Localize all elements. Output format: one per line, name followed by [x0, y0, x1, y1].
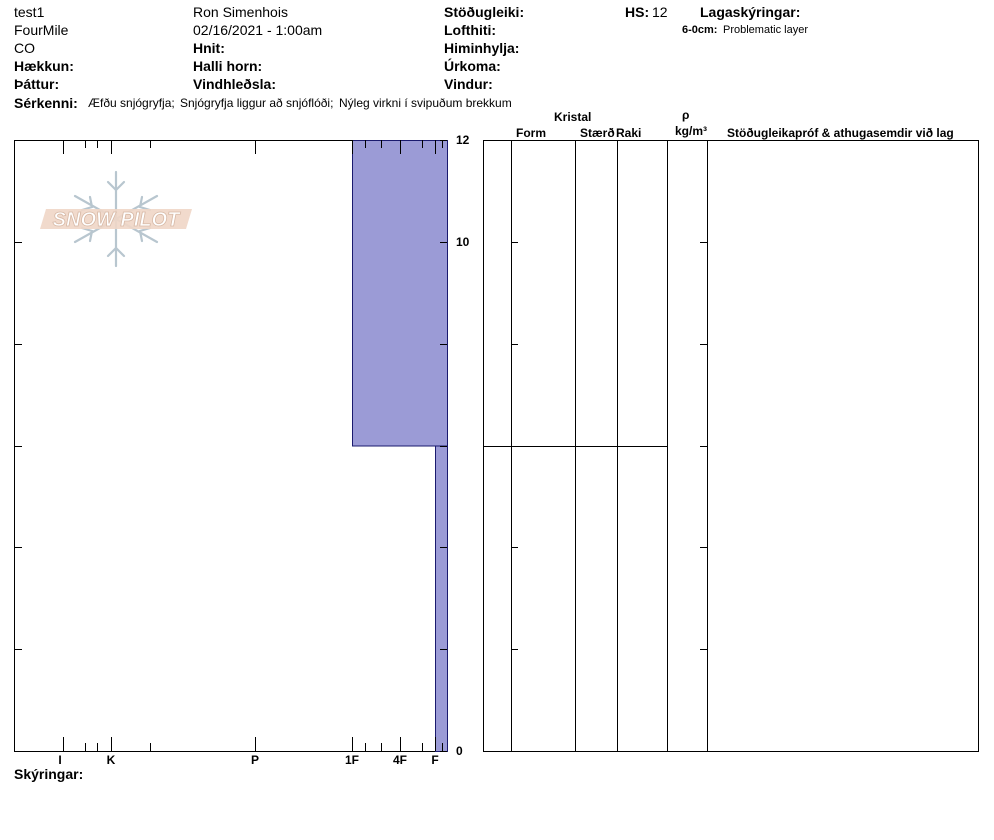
snowpilot-logo: SNOW PILOT [40, 170, 192, 268]
depth-tick-label: 0 [456, 744, 463, 758]
skyringar-label: Skýringar: [14, 766, 84, 782]
stodugleiki-label: Stöðugleiki: [444, 4, 525, 20]
hardness-tick-label: I [58, 753, 61, 767]
hardness-tick-label: F [431, 753, 438, 767]
raki-header: Raki [616, 126, 642, 140]
logo-text: SNOW PILOT [53, 209, 181, 231]
serkenni-item: Æfðu snjógryfja; [88, 96, 175, 110]
vindur-label: Vindur: [444, 76, 493, 92]
vindhledsla-label: Vindhleðsla: [193, 76, 276, 92]
lagaskyringar-label: Lagaskýringar: [700, 4, 801, 20]
hnit-label: Hnit: [193, 40, 225, 56]
serkenni-item: Nýleg virkni í svipuðum brekkum [339, 96, 512, 110]
layer-note-text: Problematic layer [723, 24, 808, 36]
observation-datetime: 02/16/2021 - 1:00am [193, 22, 323, 38]
layer-note-depth: 6-0cm: [682, 24, 718, 36]
staerd-header: Stærð [580, 126, 615, 140]
hardness-tick-label: 1F [345, 753, 359, 767]
himinhylja-label: Himinhylja: [444, 40, 520, 56]
lofthiti-label: Lofthiti: [444, 22, 497, 38]
header-location-line-3: CO [14, 40, 35, 56]
table-depth-ticks [511, 242, 707, 650]
halli-label: Halli horn: [193, 58, 263, 74]
hardness-tick-label: P [251, 753, 259, 767]
snow-layer-bar [435, 445, 448, 752]
observer-name: Ron Simenhois [193, 4, 288, 20]
stability-header: Stöðugleikapróf & athugasemdir við lag [727, 126, 954, 140]
hs-value: 12 [652, 4, 668, 20]
form-header: Form [516, 126, 546, 140]
haekkun-label: Hækkun: [14, 58, 74, 74]
urkoma-label: Úrkoma: [444, 58, 501, 74]
serkenni-label: Sérkenni: [14, 95, 78, 111]
kristal-header: Kristal [554, 110, 592, 124]
hardness-layers [352, 140, 448, 752]
snow-layer-bar [352, 140, 448, 447]
header-location-line-2: FourMile [14, 22, 69, 38]
depth-tick-label: 12 [456, 133, 470, 147]
serkenni-item: Snjógryfja liggur að snjóflóði; [180, 96, 334, 110]
hardness-tick-label: K [107, 753, 116, 767]
hardness-axis: I K P 1F 4F F [58, 140, 443, 767]
depth-tick-label: 10 [456, 235, 470, 249]
header-location-line-1: test1 [14, 4, 45, 20]
depth-axis: 0 10 12 [14, 133, 470, 758]
density-symbol: ρ [682, 108, 690, 122]
hs-label: HS: [625, 4, 650, 20]
density-unit: kg/m³ [675, 124, 708, 138]
hardness-tick-label: 4F [393, 753, 407, 767]
thattur-label: Þáttur: [14, 76, 60, 92]
